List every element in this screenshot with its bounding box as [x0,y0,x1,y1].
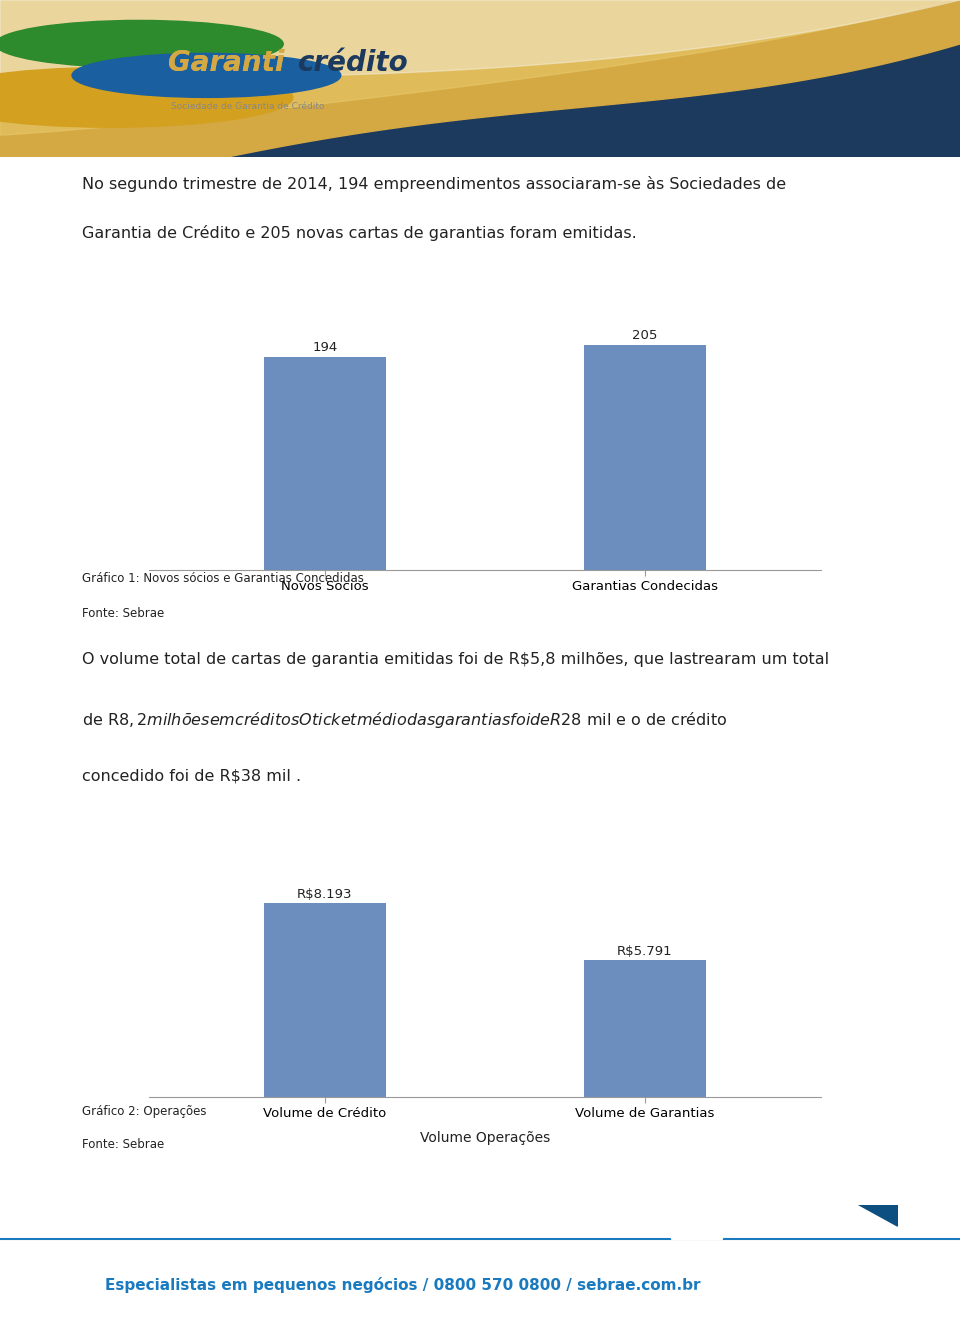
Circle shape [0,68,293,128]
Polygon shape [0,0,960,79]
Text: Garanti: Garanti [168,49,284,77]
Circle shape [72,53,341,97]
Bar [584,960,706,1097]
Text: Gráfico 1: Novos sócios e Garantias Concedidas: Gráfico 1: Novos sócios e Garantias Conc… [82,572,364,586]
Circle shape [0,20,283,68]
Text: No segundo trimestre de 2014, 194 empreendimentos associaram-se às Sociedades de: No segundo trimestre de 2014, 194 empree… [82,176,785,192]
Text: Fonte: Sebrae: Fonte: Sebrae [82,1138,164,1151]
Text: Garanti: Garanti [168,49,284,77]
Text: concedido foi de R$38 mil .: concedido foi de R$38 mil . [82,768,300,784]
Text: de R$8,2 milhões em créditos O ticket médio das garantias foi de R$28 mil e o de: de R$8,2 milhões em créditos O ticket mé… [82,711,727,731]
Bar [264,904,386,1097]
Text: R$5.791: R$5.791 [617,945,673,958]
Polygon shape [858,1205,898,1226]
Bar [584,345,706,570]
X-axis label: Volume Operações: Volume Operações [420,1131,550,1145]
Text: Fonte: Sebrae: Fonte: Sebrae [82,607,164,620]
Text: R$8.193: R$8.193 [297,888,352,901]
Text: crédito: crédito [298,49,408,77]
Bar [264,357,386,570]
Text: Sociedade de Garantia de Crédito: Sociedade de Garantia de Crédito [171,102,324,112]
Polygon shape [0,0,960,136]
Text: SEBRAE: SEBRAE [756,1254,853,1275]
Polygon shape [0,0,960,173]
Text: 205: 205 [632,329,658,342]
Text: Garantia de Crédito e 205 novas cartas de garantias foram emitidas.: Garantia de Crédito e 205 novas cartas d… [82,225,636,241]
Text: O volume total de cartas de garantia emitidas foi de R$5,8 milhões, que lastrear: O volume total de cartas de garantia emi… [82,652,828,667]
Text: Especialistas em pequenos negócios / 0800 570 0800 / sebrae.com.br: Especialistas em pequenos negócios / 080… [106,1276,701,1294]
Text: 194: 194 [312,341,337,354]
Text: Gráfico 2: Operações: Gráfico 2: Operações [82,1105,206,1118]
